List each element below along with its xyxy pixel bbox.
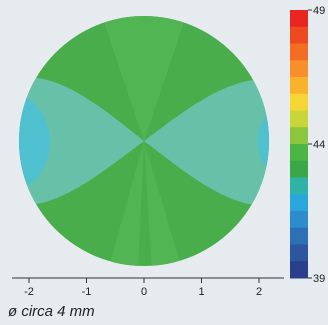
colorbar-segment [290, 93, 308, 111]
colorbar-segment [290, 43, 308, 61]
colorbar-segment [290, 194, 308, 212]
colorbar-tick-label: 39 [313, 273, 325, 285]
colorbar-segment [290, 144, 308, 162]
colorbar-segment [290, 26, 308, 44]
caption: ø circa 4 mm [8, 303, 95, 320]
colorbar-segment [290, 77, 308, 95]
colorbar-tick-label: 44 [313, 139, 325, 151]
heatmap-zone-right-edge [258, 108, 269, 175]
colorbar-segment [290, 127, 308, 145]
x-axis-ticks: -2 -1 0 1 2 [24, 278, 262, 298]
colorbar: 49 44 39 [290, 5, 325, 285]
colorbar-segment [290, 261, 308, 279]
colorbar-tick-label: 49 [313, 5, 325, 17]
colorbar-segment [290, 10, 308, 28]
colorbar-segment [290, 227, 308, 245]
colorbar-segment [290, 110, 308, 128]
colorbar-segment [290, 177, 308, 195]
x-tick-label: -1 [82, 286, 92, 298]
colorbar-segment [290, 211, 308, 229]
x-tick-label: 0 [141, 286, 147, 298]
x-tick-label: 2 [256, 286, 262, 298]
x-tick-label: -2 [24, 286, 34, 298]
heatmap-zone-top [100, 16, 188, 141]
x-tick-label: 1 [198, 286, 204, 298]
colorbar-segment [290, 60, 308, 78]
heatmap-zone-right-wing [144, 79, 269, 206]
colorbar-segment [290, 160, 308, 178]
heatmap-zone-left-wing [20, 77, 144, 206]
heatmap-zone-bottom-right [144, 141, 182, 266]
colorbar-segment [290, 244, 308, 262]
heatmap-zone-bottom-left [108, 141, 144, 266]
heatmap-zone-left-edge [19, 92, 50, 190]
